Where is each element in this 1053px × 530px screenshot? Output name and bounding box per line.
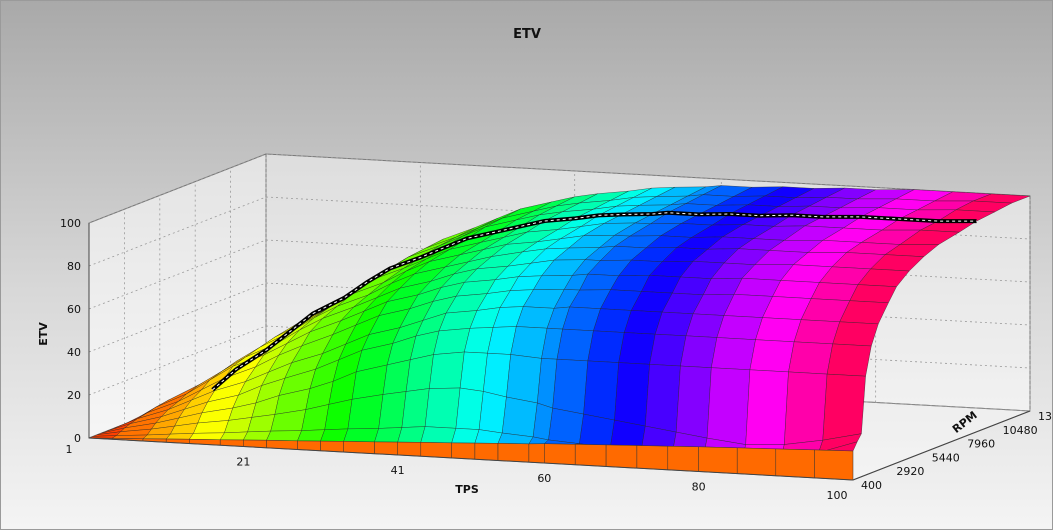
surface-skirt bbox=[420, 442, 452, 459]
surface-cell bbox=[788, 341, 833, 375]
surface-cell bbox=[749, 339, 795, 373]
surface-cell bbox=[478, 391, 507, 434]
z-gridline bbox=[88, 153, 1031, 224]
surface-cell bbox=[548, 407, 584, 444]
z-tick-label: 40 bbox=[67, 346, 81, 359]
surface-cell bbox=[429, 351, 465, 389]
surface-cell bbox=[711, 337, 756, 371]
surface-skirt bbox=[814, 449, 854, 481]
highlight-row-line bbox=[211, 210, 977, 392]
surface-cell bbox=[424, 387, 461, 429]
surface-cell bbox=[784, 371, 828, 445]
surface-cell bbox=[374, 427, 403, 443]
surface-cell bbox=[552, 358, 589, 415]
surface-cell bbox=[793, 319, 841, 345]
surface-cell bbox=[587, 330, 625, 363]
x-axis-line bbox=[88, 437, 854, 481]
surface-cell bbox=[420, 426, 457, 444]
surface-cell bbox=[649, 333, 687, 367]
x-tick-label: 100 bbox=[827, 489, 848, 502]
surface-cell bbox=[165, 433, 194, 440]
surface-cell bbox=[397, 426, 426, 443]
surface-cell bbox=[343, 428, 380, 443]
surface-cell bbox=[347, 394, 384, 430]
y-tick-label: 400 bbox=[861, 479, 882, 492]
surface-cell bbox=[556, 328, 594, 362]
y-tick-label: 2920 bbox=[896, 465, 924, 478]
z-axis-title: ETV bbox=[37, 322, 50, 346]
surface-cell bbox=[849, 284, 897, 304]
surface-cell bbox=[266, 430, 302, 442]
surface-skirt bbox=[736, 447, 777, 477]
surface-skirt bbox=[397, 441, 422, 457]
surface-skirt bbox=[698, 446, 738, 474]
chart-axes bbox=[88, 223, 1031, 481]
z-tick-label: 100 bbox=[60, 217, 81, 230]
surface-cell bbox=[510, 326, 548, 359]
y-tick-label: 5440 bbox=[932, 451, 960, 464]
surface-skirt bbox=[574, 444, 607, 467]
surface-cell bbox=[645, 364, 681, 433]
x-tick-label: 1 bbox=[66, 443, 73, 456]
z-tick-label: 20 bbox=[67, 389, 81, 402]
surface-skirt bbox=[775, 448, 815, 479]
tick-labels: 0 20 40 60 80 100 1 21 41 60 80 100 400 2920 5440 7960 1… bbox=[60, 217, 1052, 502]
surface-cell bbox=[745, 369, 789, 445]
surface-cell bbox=[451, 428, 480, 444]
surface-cell bbox=[297, 429, 326, 442]
x-axis-title: TPS bbox=[455, 483, 479, 496]
z-tick-label: 0 bbox=[74, 432, 81, 445]
y-tick-label: 7960 bbox=[967, 438, 995, 451]
surface-skirt bbox=[474, 442, 499, 461]
surface-cell bbox=[378, 391, 407, 429]
surface-skirt bbox=[374, 441, 398, 456]
surface-cell bbox=[579, 413, 615, 448]
surface-cell bbox=[680, 335, 718, 368]
z-tick-label: 80 bbox=[67, 260, 81, 273]
surface-skirt bbox=[667, 445, 699, 472]
surface-cell bbox=[706, 367, 751, 445]
surface-skirt bbox=[320, 440, 344, 453]
surface-cell bbox=[755, 317, 802, 343]
z-tick-label: 60 bbox=[67, 303, 81, 316]
surface-skirt bbox=[497, 443, 530, 463]
surface-cell bbox=[675, 365, 712, 439]
surface-cell bbox=[483, 352, 511, 398]
surface-skirt bbox=[605, 444, 638, 469]
chart-title: ETV bbox=[513, 27, 541, 42]
surface-cell bbox=[242, 430, 272, 441]
y-axis-line bbox=[852, 410, 1031, 481]
highlight-line bbox=[211, 210, 977, 392]
surface-cell bbox=[188, 432, 225, 441]
surface-cell bbox=[320, 428, 349, 442]
x-tick-label: 60 bbox=[537, 472, 551, 485]
surface-cell bbox=[501, 396, 538, 438]
surface-skirt bbox=[451, 442, 476, 460]
x-tick-label: 21 bbox=[236, 455, 250, 468]
y-tick-label: 13000 bbox=[1038, 410, 1052, 423]
surface-cell bbox=[455, 387, 484, 430]
x-tick-label: 80 bbox=[692, 481, 706, 494]
y-tick-label: 10480 bbox=[1003, 424, 1038, 437]
surface-cell bbox=[822, 373, 866, 441]
surface-skirt bbox=[544, 443, 576, 465]
surface-cell bbox=[142, 433, 171, 440]
surface-cell bbox=[614, 362, 650, 427]
surface-cell bbox=[832, 321, 879, 347]
surface-cell bbox=[401, 388, 430, 428]
surface-skirt bbox=[528, 443, 545, 464]
x-tick-label: 41 bbox=[391, 464, 405, 477]
surface-cell bbox=[459, 351, 488, 392]
surface-cell bbox=[506, 354, 542, 404]
surface-cell bbox=[716, 315, 763, 340]
surface-cell bbox=[826, 343, 872, 377]
surface-skirt bbox=[636, 445, 669, 471]
surface-cell bbox=[219, 431, 249, 441]
surface-cell bbox=[583, 360, 619, 421]
surface-cell bbox=[618, 332, 656, 365]
